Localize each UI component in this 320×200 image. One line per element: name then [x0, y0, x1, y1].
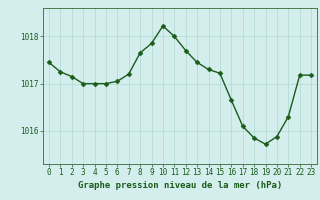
X-axis label: Graphe pression niveau de la mer (hPa): Graphe pression niveau de la mer (hPa) [78, 181, 282, 190]
